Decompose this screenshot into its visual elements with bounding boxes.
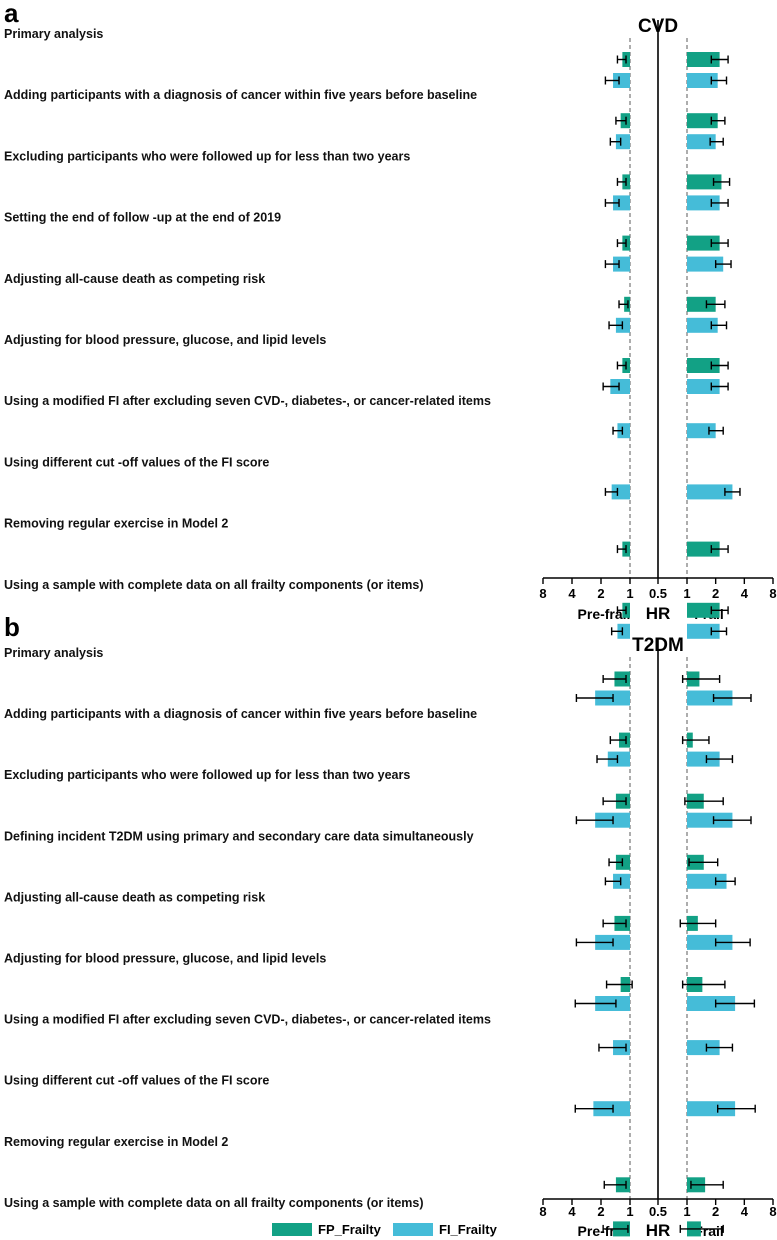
panel-a-x-tick-label: 0.5 bbox=[649, 586, 667, 601]
panel-b-fi-frail-bar bbox=[687, 996, 736, 1011]
panel-a-x-tick-label: 2 bbox=[712, 586, 719, 601]
panel-a-row-label: Adjusting for blood pressure, glucose, a… bbox=[4, 333, 326, 347]
panel-b-row-label: Primary analysis bbox=[4, 646, 103, 660]
panel-b-fi-frail-bar bbox=[687, 690, 733, 706]
panel-a-row-label: Using a sample with complete data on all… bbox=[4, 578, 424, 592]
panel-a-x-tick-label: 8 bbox=[769, 586, 776, 601]
panel-a-x-tick-label: 1 bbox=[626, 586, 633, 601]
panel-a-fi-prefrail-bar bbox=[613, 195, 630, 211]
panel-a-fi-frail-bar bbox=[687, 134, 716, 150]
panel-a-row-label: Adding participants with a diagnosis of … bbox=[4, 88, 477, 102]
panel-a-fi-frail-bar bbox=[687, 317, 718, 333]
panel-b-x-tick-label: 2 bbox=[712, 1204, 719, 1219]
legend-fp-swatch bbox=[272, 1223, 312, 1236]
panel-a-row-label: Excluding participants who were followed… bbox=[4, 149, 410, 163]
panel-b-fi-prefrail-bar bbox=[607, 751, 630, 767]
panel-a-row-label: Using different cut -off values of the F… bbox=[4, 455, 269, 469]
panel-b-x-tick-label: 1 bbox=[626, 1204, 633, 1219]
panel-b-row-label: Removing regular exercise in Model 2 bbox=[4, 1135, 228, 1149]
panel-a-row-label: Using a modified FI after excluding seve… bbox=[4, 394, 491, 408]
panel-b-fi-frail-bar bbox=[687, 934, 733, 950]
panel-a-row-label: Setting the end of follow -up at the end… bbox=[4, 211, 281, 225]
panel-b-fi-frail-bar bbox=[687, 751, 720, 767]
panel-a-row-label: Primary analysis bbox=[4, 27, 103, 41]
legend: FP_Frailty FI_Frailty bbox=[272, 1222, 498, 1237]
panel-a-x-tick-label: 1 bbox=[683, 586, 690, 601]
panel-b-axis-label-frail: Frail bbox=[694, 1223, 724, 1239]
legend-fi-label: FI_Frailty bbox=[439, 1222, 498, 1237]
panel-a-fi-prefrail-bar bbox=[617, 623, 630, 639]
panel-a-row-label: Removing regular exercise in Model 2 bbox=[4, 517, 228, 531]
panel-b-fi-frail-bar bbox=[687, 812, 733, 828]
panel-a-fp-frail-bar bbox=[687, 113, 718, 129]
panel-a-fp-frail-bar bbox=[687, 296, 716, 312]
panel-b-letter: b bbox=[4, 612, 20, 642]
panel-a-fi-frail-bar bbox=[687, 256, 724, 272]
panel-b-x-tick-label: 0.5 bbox=[649, 1204, 667, 1219]
panel-b-row-label: Excluding participants who were followed… bbox=[4, 768, 410, 782]
panel-a-x-tick-label: 8 bbox=[539, 586, 546, 601]
panel-b-row-label: Using different cut -off values of the F… bbox=[4, 1074, 269, 1088]
panel-b-row-label: Adjusting for blood pressure, glucose, a… bbox=[4, 952, 326, 966]
panel-a-x-tick-label: 4 bbox=[741, 586, 749, 601]
panel-b-axis-label-hr: HR bbox=[646, 1221, 671, 1240]
panel-b-row-label: Defining incident T2DM using primary and… bbox=[4, 829, 474, 843]
legend-fp-label: FP_Frailty bbox=[318, 1222, 382, 1237]
panel-a-fi-frail-bar bbox=[687, 484, 733, 500]
panel-b-row-label: Using a sample with complete data on all… bbox=[4, 1196, 424, 1210]
panel-a-fp-frail-bar bbox=[687, 174, 722, 190]
panel-a-letter: a bbox=[4, 0, 19, 28]
panel-a-fi-prefrail-bar bbox=[617, 423, 630, 439]
panel-b-fi-frail-bar bbox=[687, 1040, 720, 1056]
panel-a-fi-prefrail-bar bbox=[610, 379, 630, 394]
panel-a-fi-prefrail-bar bbox=[613, 73, 630, 88]
panel-a-x-tick-label: 2 bbox=[597, 586, 604, 601]
panel-b-x-tick-label: 4 bbox=[568, 1204, 576, 1219]
panel-b-fi-prefrail-bar bbox=[613, 873, 630, 889]
panel-b-x-tick-label: 2 bbox=[597, 1204, 604, 1219]
panel-a-x-tick-label: 4 bbox=[568, 586, 576, 601]
panel-b-x-tick-label: 1 bbox=[683, 1204, 690, 1219]
panel-a-fi-prefrail-bar bbox=[613, 256, 630, 272]
panel-b-fi-frail-bar bbox=[687, 873, 727, 889]
panel-a-axis-label-hr: HR bbox=[646, 604, 671, 623]
panel-a-fi-prefrail-bar bbox=[611, 484, 630, 500]
panel-b-x-tick-label: 8 bbox=[769, 1204, 776, 1219]
panel-b-fi-frail-bar bbox=[687, 1101, 736, 1117]
panel-a-fi-frail-bar bbox=[687, 73, 718, 88]
panel-a-fi-prefrail-bar bbox=[615, 134, 630, 150]
panel-b-row-label: Using a modified FI after excluding seve… bbox=[4, 1013, 491, 1027]
panel-b-row-label: Adjusting all-cause death as competing r… bbox=[4, 890, 265, 904]
panel-b-x-tick-label: 4 bbox=[741, 1204, 749, 1219]
panel-a-row-label: Adjusting all-cause death as competing r… bbox=[4, 272, 265, 286]
legend-fi-swatch bbox=[393, 1223, 433, 1236]
panel-b-row-label: Adding participants with a diagnosis of … bbox=[4, 707, 477, 721]
panel-b-x-tick-label: 8 bbox=[539, 1204, 546, 1219]
